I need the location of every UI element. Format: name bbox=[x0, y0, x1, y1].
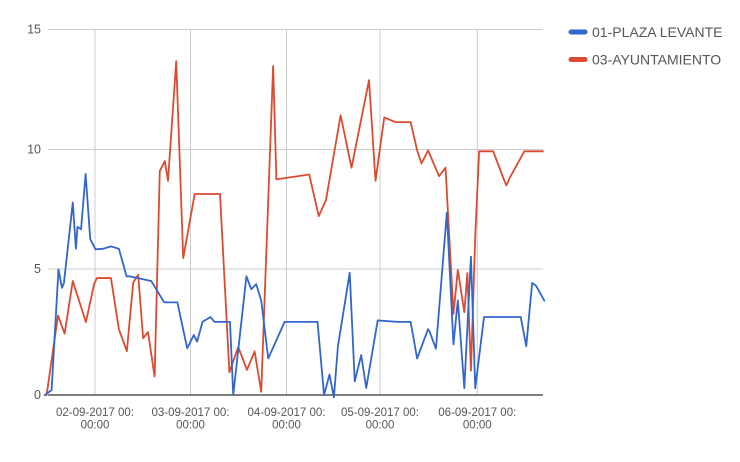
svg-text:03-09-2017 00:: 03-09-2017 00: bbox=[151, 407, 229, 419]
svg-text:00:00: 00:00 bbox=[366, 420, 395, 432]
svg-text:03-AYUNTAMIENTO: 03-AYUNTAMIENTO bbox=[592, 52, 721, 68]
svg-text:06-09-2017 00:: 06-09-2017 00: bbox=[438, 407, 516, 419]
svg-text:02-09-2017 00:: 02-09-2017 00: bbox=[56, 407, 134, 419]
svg-text:00:00: 00:00 bbox=[81, 420, 110, 432]
svg-text:00:00: 00:00 bbox=[463, 420, 492, 432]
svg-text:00:00: 00:00 bbox=[272, 420, 301, 432]
svg-text:04-09-2017 00:: 04-09-2017 00: bbox=[247, 407, 325, 419]
svg-text:01-PLAZA LEVANTE: 01-PLAZA LEVANTE bbox=[592, 24, 722, 40]
svg-text:5: 5 bbox=[34, 262, 41, 276]
svg-text:00:00: 00:00 bbox=[176, 420, 205, 432]
svg-text:10: 10 bbox=[27, 143, 41, 157]
svg-text:05-09-2017 00:: 05-09-2017 00: bbox=[341, 407, 419, 419]
svg-text:0: 0 bbox=[34, 388, 41, 402]
svg-text:15: 15 bbox=[27, 23, 41, 37]
